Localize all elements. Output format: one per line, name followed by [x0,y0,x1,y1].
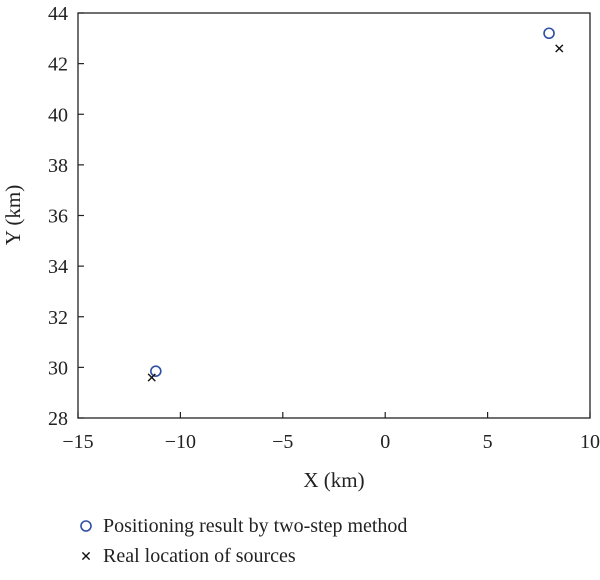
y-tick-label: 38 [48,155,68,177]
real-source-point [555,44,564,53]
x-axis: −15 −10 −5 0 5 10 [62,412,600,453]
x-tick-label: 5 [483,431,493,453]
x-tick-label: 10 [580,431,600,453]
y-tick-label: 32 [48,307,68,329]
x-tick-label: −5 [272,431,293,453]
y-tick-label: 42 [48,54,68,76]
estimated-point [543,27,555,40]
legend-label: Positioning result by two-step method [103,515,407,537]
y-axis-label: Y (km) [1,185,25,245]
y-tick-label: 28 [48,408,68,430]
y-tick-label: 30 [48,357,68,379]
y-tick-label: 36 [48,206,68,228]
real-source-point [147,373,156,382]
x-tick-label: −10 [165,431,196,453]
legend-label: Real location of sources [103,545,296,567]
y-axis: 28 30 32 34 36 38 40 42 44 [48,3,84,430]
y-tick-label: 34 [48,256,68,278]
x-tick-label: −15 [62,431,93,453]
plot-area [77,12,591,419]
y-tick-label: 40 [48,104,68,126]
legend-cross-icon [81,551,91,561]
y-tick-label: 44 [48,3,68,25]
legend-circle-icon [80,520,92,532]
estimated-point [150,365,162,377]
x-axis-label: X (km) [303,468,364,492]
legend: Positioning result by two-step method Rea… [80,515,407,567]
x-tick-label: 0 [380,431,390,453]
data-marks [147,27,564,382]
